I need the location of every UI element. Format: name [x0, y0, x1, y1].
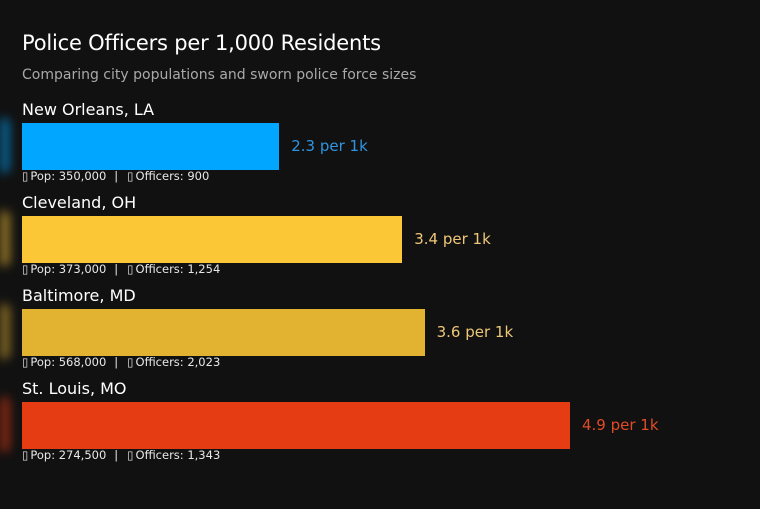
officer-icon: ▯	[127, 169, 134, 183]
separator: |	[114, 169, 119, 183]
category-label: New Orleans, LA	[22, 100, 155, 119]
data-label: 2.3 per 1k	[291, 137, 368, 155]
chart-subtitle: Comparing city populations and sworn pol…	[22, 67, 417, 83]
officer-icon: ▯	[127, 262, 134, 276]
officers-text: Officers: 1,343	[135, 448, 221, 462]
officer-icon: ▯	[127, 355, 134, 369]
separator: |	[114, 448, 119, 462]
stat-line: ▯ Pop: 568,000 | ▯ Officers: 2,023	[22, 355, 220, 369]
category-label: Baltimore, MD	[22, 286, 136, 305]
bar	[22, 216, 403, 263]
chart-title: Police Officers per 1,000 Residents	[22, 31, 381, 55]
category-label: St. Louis, MO	[22, 379, 127, 398]
officer-icon: ▯	[127, 448, 134, 462]
separator: |	[114, 355, 119, 369]
officers-text: Officers: 1,254	[135, 262, 221, 276]
data-label: 4.9 per 1k	[582, 416, 659, 434]
data-label: 3.6 per 1k	[436, 323, 514, 341]
pop-icon: ▯	[22, 169, 29, 183]
stat-line: ▯ Pop: 350,000 | ▯ Officers: 900	[22, 169, 209, 183]
bar	[22, 123, 280, 170]
separator: |	[114, 262, 119, 276]
officers-text: Officers: 900	[135, 169, 210, 183]
edge-glow	[0, 211, 10, 266]
population-text: Pop: 373,000	[30, 262, 107, 276]
edge-glow	[0, 118, 10, 173]
bar	[22, 309, 425, 356]
edge-glow	[0, 397, 10, 452]
population-text: Pop: 350,000	[30, 169, 107, 183]
edge-glow	[0, 304, 10, 359]
category-label: Cleveland, OH	[22, 193, 137, 212]
stat-line: ▯ Pop: 373,000 | ▯ Officers: 1,254	[22, 262, 220, 276]
stat-line: ▯ Pop: 274,500 | ▯ Officers: 1,343	[22, 448, 220, 462]
pop-icon: ▯	[22, 262, 29, 276]
pop-icon: ▯	[22, 355, 29, 369]
officers-text: Officers: 2,023	[135, 355, 221, 369]
pop-icon: ▯	[22, 448, 29, 462]
population-text: Pop: 274,500	[30, 448, 107, 462]
population-text: Pop: 568,000	[30, 355, 107, 369]
bar	[22, 402, 570, 449]
data-label: 3.4 per 1k	[414, 230, 491, 248]
